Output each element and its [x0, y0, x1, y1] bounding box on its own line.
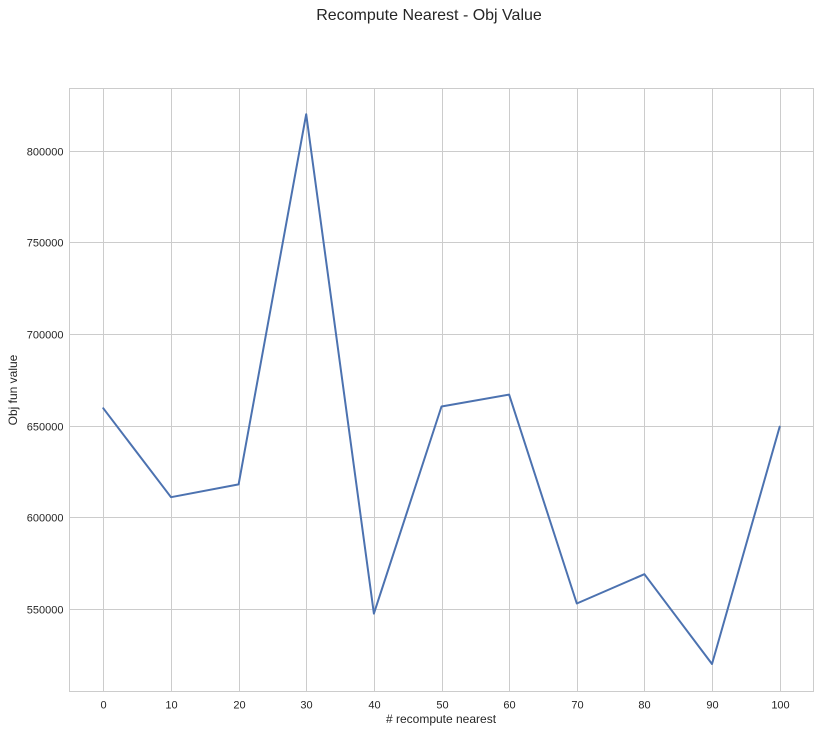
x-tick-label: 50	[436, 700, 448, 712]
y-tick-label: 800000	[27, 147, 64, 159]
x-axis-ticks: 0 10 20 30 40 50 60 70 80 90 100	[100, 700, 789, 712]
x-tick-label: 60	[503, 700, 515, 712]
x-axis-label: # recompute nearest	[386, 712, 497, 726]
x-tick-label: 10	[165, 700, 177, 712]
x-tick-label: 80	[638, 700, 650, 712]
y-tick-label: 600000	[27, 513, 64, 525]
y-tick-label: 550000	[27, 605, 64, 617]
series-line	[102, 113, 781, 665]
chart-title: Recompute Nearest - Obj Value	[316, 7, 542, 24]
x-tick-label: 40	[368, 700, 380, 712]
y-axis-ticks: 550000 600000 650000 700000 750000 800000	[27, 147, 64, 617]
y-axis-label: Obj fun value	[6, 354, 20, 425]
x-tick-label: 90	[706, 700, 718, 712]
y-tick-label: 700000	[27, 330, 64, 342]
y-tick-label: 650000	[27, 422, 64, 434]
x-tick-label: 20	[233, 700, 245, 712]
x-tick-label: 30	[300, 700, 312, 712]
grid	[69, 88, 814, 692]
x-tick-label: 0	[100, 700, 106, 712]
plot-area	[69, 88, 814, 692]
x-tick-label: 70	[571, 700, 583, 712]
y-tick-label: 750000	[27, 238, 64, 250]
series-layer	[102, 113, 781, 665]
x-tick-label: 100	[771, 700, 789, 712]
